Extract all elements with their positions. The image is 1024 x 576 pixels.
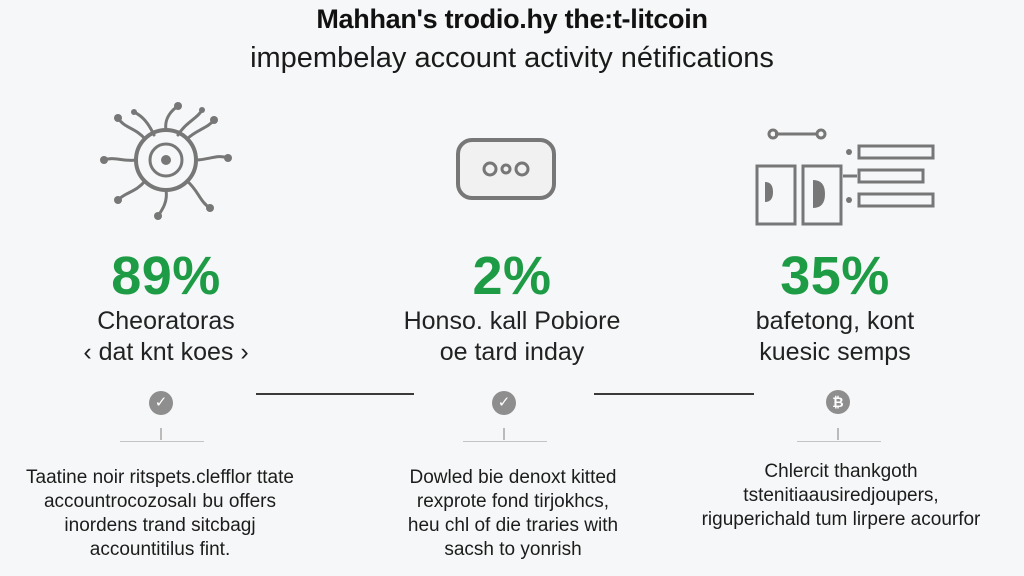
toggle-pill-icon bbox=[456, 138, 556, 200]
desc-line: tstenitiaausiredjoupers, bbox=[743, 485, 939, 506]
stat-label: bafetong, kont kuesic semps bbox=[685, 306, 985, 368]
desc-line: heu chl of die traries with bbox=[407, 515, 619, 536]
virus-gear-icon bbox=[100, 102, 232, 220]
connector-line bbox=[256, 393, 414, 395]
page-title: Mahhan's trodio.hy the:t-litcoin bbox=[316, 4, 708, 34]
stat-label-line: kuesic semps bbox=[759, 338, 911, 366]
stat-description: Chlercit thankgoth tstenitiaausiredjoupe… bbox=[686, 460, 996, 532]
stat-percent: 35% bbox=[780, 246, 890, 306]
check-badge-icon: ✓ bbox=[492, 391, 516, 415]
tick-mark bbox=[503, 428, 505, 440]
stat-label-line: Honso. kall Pobiore bbox=[403, 307, 621, 335]
bitcoin-badge-icon: ₿ bbox=[826, 390, 850, 414]
desc-line: accountitilus fint. bbox=[89, 539, 231, 560]
tick-baseline bbox=[120, 441, 204, 442]
tick-baseline bbox=[797, 441, 881, 442]
desc-line: Dowled bie denoxt kitted bbox=[409, 467, 617, 488]
desc-line: Taatine noir ritspets.clefflor ttate bbox=[26, 467, 294, 488]
tick-mark bbox=[837, 428, 839, 440]
desc-line: sacsh to yonrish bbox=[444, 539, 582, 560]
stat-label: Cheoratoras ‹ dat knt koes › bbox=[16, 306, 316, 368]
page-subtitle: impembelay account activity nétification… bbox=[250, 42, 774, 74]
stat-percent: 89% bbox=[111, 246, 221, 306]
stat-label: Honso. kall Pobiore oe tard inday bbox=[362, 306, 662, 368]
desc-line: rexprote fond tirjokhcs, bbox=[416, 491, 610, 512]
connector-line bbox=[594, 393, 754, 395]
stat-label-line: oe tard inday bbox=[439, 338, 585, 366]
header: Mahhan's trodio.hy the:t-litcoin impembe… bbox=[0, 0, 1024, 74]
desc-line: inordens trand sitcbagj bbox=[64, 515, 256, 536]
stat-percent: 2% bbox=[472, 246, 552, 306]
stat-label-line: Cheoratoras bbox=[97, 307, 235, 335]
stat-description: Dowled bie denoxt kitted rexprote fond t… bbox=[368, 466, 658, 562]
stat-label-line: ‹ dat knt koes › bbox=[83, 338, 249, 366]
check-badge-icon: ✓ bbox=[149, 391, 173, 415]
panels-sliders-icon bbox=[755, 128, 935, 226]
stat-description: Taatine noir ritspets.clefflor ttate acc… bbox=[2, 466, 318, 562]
tick-mark bbox=[160, 428, 162, 440]
desc-line: riguperichald tum lirpere acourfor bbox=[701, 509, 981, 530]
tick-baseline bbox=[463, 441, 547, 442]
desc-line: Chlercit thankgoth bbox=[764, 461, 918, 482]
desc-line: accountrocozosalı bu offers bbox=[43, 491, 276, 512]
stat-label-line: bafetong, kont bbox=[755, 307, 915, 335]
